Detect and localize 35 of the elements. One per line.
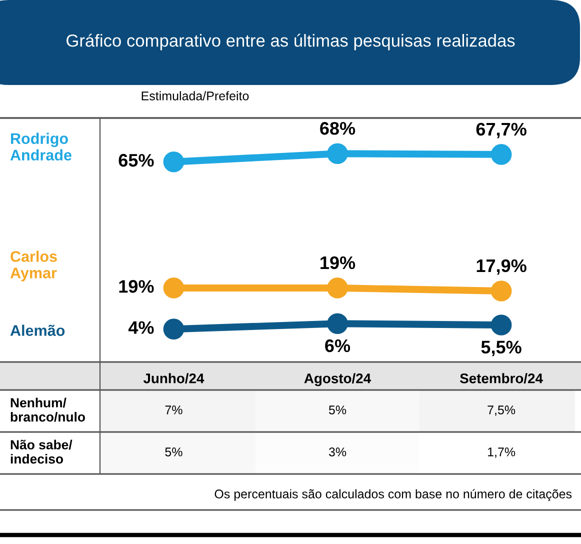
point: [327, 278, 348, 298]
point: [163, 318, 184, 340]
data-label: 65%: [118, 154, 154, 167]
data-label: 19%: [320, 256, 356, 270]
data-label: 68%: [320, 122, 356, 135]
point: [327, 313, 348, 334]
data-label: 19%: [119, 280, 154, 293]
x-tick-label: Junho/24: [143, 373, 204, 384]
chart-title: Gráfico comparativo entre as últimas pesquisas realizadas: [66, 34, 515, 50]
data-label: 7,5%: [488, 406, 516, 416]
data-label: 6%: [325, 339, 350, 352]
data-label: 5%: [328, 406, 346, 414]
data-label: 4%: [128, 321, 154, 334]
x-tick-label: Setembro/24: [460, 373, 543, 384]
data-label: 5%: [165, 448, 182, 456]
data-label: 17,9%: [476, 259, 526, 275]
point: [490, 280, 512, 302]
text: Rodrigo Andrade: [10, 132, 72, 161]
data-label: 3%: [328, 448, 346, 456]
y-tick-label: Não sabe/ indeciso: [10, 440, 72, 464]
data-label: 67,7%: [476, 122, 526, 138]
x-tick-label: Agosto/24: [304, 373, 371, 386]
point: [163, 151, 184, 172]
point: [490, 314, 512, 336]
text: Os percentuais são calculados com base no número de citações: [214, 489, 572, 501]
y-tick-label: Nenhum/ branco/nulo: [10, 398, 85, 422]
point: [327, 143, 348, 164]
point: [490, 144, 512, 165]
data-label: 7%: [165, 406, 182, 414]
text: Carlos Aymar: [10, 250, 57, 282]
chart-subtitle: Estimulada/Prefeito: [142, 91, 249, 100]
data-label: 5,5%: [481, 340, 522, 356]
data-label: 1,7%: [488, 448, 516, 458]
point: [163, 278, 184, 298]
text: Alemão: [10, 324, 65, 336]
